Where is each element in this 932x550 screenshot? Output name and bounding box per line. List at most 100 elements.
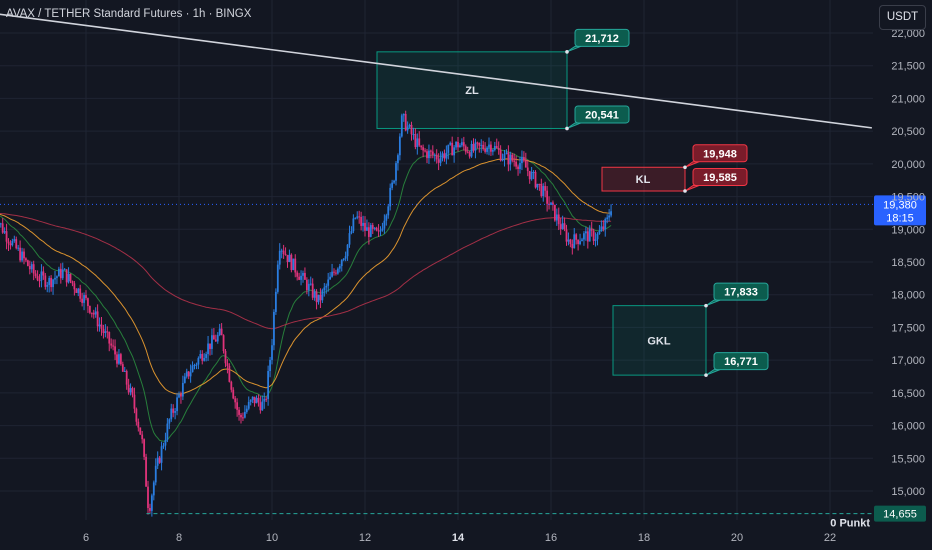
candle-body xyxy=(476,142,479,144)
candle-body xyxy=(154,465,157,483)
candle-body xyxy=(5,231,8,242)
candle-body xyxy=(594,239,597,241)
zone-zl-box[interactable] xyxy=(376,51,568,129)
candle-body xyxy=(414,134,417,148)
trendline[interactable] xyxy=(0,13,872,129)
candle-body xyxy=(584,231,587,234)
y-tick-label: 15,500 xyxy=(891,453,925,465)
candle-body xyxy=(420,145,423,148)
candle-body xyxy=(9,243,12,246)
candle-body xyxy=(187,371,190,377)
candle-body xyxy=(1,223,4,233)
zones-layer: ZL 21,712 20,541 KL 19,948 19,585 GKL 17,833 16,… xyxy=(376,28,769,377)
candle-body xyxy=(94,311,97,315)
candle-body xyxy=(592,230,595,241)
x-axis[interactable]: 6 8 10 12 14 16 18 20 22 xyxy=(83,532,836,544)
candle-body xyxy=(296,272,299,277)
candle-body xyxy=(515,161,518,167)
zone-kl-box[interactable] xyxy=(601,166,686,192)
zero-point-tag[interactable] xyxy=(874,505,926,522)
callout-label: 19,948 xyxy=(703,148,737,160)
candle-body xyxy=(48,277,51,286)
candle-body xyxy=(81,298,84,303)
price-callout[interactable] xyxy=(574,28,630,47)
candle-body xyxy=(532,171,535,173)
trendline-resistance[interactable] xyxy=(0,13,872,129)
candle-body xyxy=(530,171,533,180)
zone-gkl-box[interactable] xyxy=(612,305,707,376)
candle-body xyxy=(356,216,359,218)
zone-label: GKL xyxy=(647,335,671,347)
candle-body xyxy=(505,152,508,154)
price-callout[interactable] xyxy=(713,352,769,371)
candle-body xyxy=(534,171,537,188)
candle-body xyxy=(25,258,27,261)
candle-body xyxy=(83,295,85,303)
price-callout[interactable] xyxy=(692,168,748,187)
candle-body xyxy=(468,152,471,157)
candle-body xyxy=(61,269,64,279)
candle-body xyxy=(540,183,543,197)
candle-body xyxy=(569,239,572,244)
candle-body xyxy=(77,288,80,293)
price-callout[interactable] xyxy=(574,105,630,124)
candle-body xyxy=(460,142,463,146)
currency-button[interactable]: USDT xyxy=(879,5,926,30)
candle-body xyxy=(106,331,109,333)
candle-body xyxy=(600,226,603,231)
candle-body xyxy=(335,272,337,274)
candle-body xyxy=(284,253,287,255)
callout-pointer xyxy=(705,369,721,376)
candle-body xyxy=(278,250,281,265)
candle-body xyxy=(3,231,6,233)
x-tick-label: 12 xyxy=(359,532,371,544)
x-tick-label: 22 xyxy=(824,532,836,544)
candle-body xyxy=(100,324,103,329)
candle-body xyxy=(141,434,144,440)
price-callout[interactable] xyxy=(713,282,769,301)
candle-body xyxy=(183,376,186,383)
candle-body xyxy=(402,113,405,116)
candle-body xyxy=(305,279,308,291)
candle-body xyxy=(15,239,18,249)
candle-body xyxy=(511,154,514,161)
candle-body xyxy=(451,142,454,156)
candle-body xyxy=(577,239,580,245)
candle-body xyxy=(263,398,266,402)
candle-body xyxy=(226,363,229,366)
candle-body xyxy=(236,402,239,410)
candle-body xyxy=(42,271,45,276)
y-axis[interactable]: 22,000 21,500 21,000 20,500 20,000 19,500 19,0… xyxy=(891,28,925,498)
candle-body xyxy=(311,283,314,298)
candle-body xyxy=(259,402,262,411)
candle-body xyxy=(267,371,270,399)
y-tick-label: 15,000 xyxy=(891,486,925,498)
callout-anchor xyxy=(683,189,687,193)
candle-body xyxy=(139,427,142,435)
candle-body xyxy=(366,227,368,231)
candle-body xyxy=(596,233,599,240)
candle-body xyxy=(513,160,516,162)
current-price-tag[interactable] xyxy=(874,195,926,226)
candle-body xyxy=(519,163,521,170)
candle-body xyxy=(52,279,54,288)
candle-body xyxy=(54,277,56,280)
candle-body xyxy=(449,142,452,145)
candle-body xyxy=(333,271,335,273)
candle-body xyxy=(63,269,66,271)
callout-label: 20,541 xyxy=(585,109,619,121)
candle-body xyxy=(555,214,558,221)
callout-label: 21,712 xyxy=(585,33,619,45)
price-callout[interactable] xyxy=(692,144,748,163)
candle-body xyxy=(367,227,370,237)
candle-body xyxy=(110,343,113,346)
candle-body xyxy=(156,457,159,466)
candle-body xyxy=(447,144,450,153)
candle-body xyxy=(147,486,149,508)
candle-body xyxy=(75,289,78,293)
candle-body xyxy=(321,290,324,301)
candle-body xyxy=(116,354,118,364)
candle-body xyxy=(526,167,529,171)
candle-body xyxy=(50,277,53,288)
